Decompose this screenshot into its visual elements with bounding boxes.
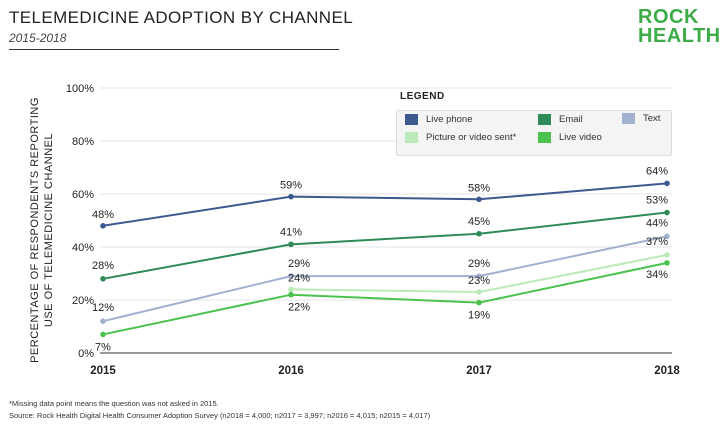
point-live-video-2018 bbox=[664, 260, 670, 266]
legend-label-picture-or-video-sent: Picture or video sent* bbox=[426, 132, 517, 143]
y-tick-label-20: 20% bbox=[72, 295, 94, 307]
point-email-2015 bbox=[100, 276, 106, 282]
logo-line-1: ROCK bbox=[638, 6, 699, 28]
data-label-live-video-2018: 34% bbox=[646, 269, 668, 281]
chart-title: TELEMEDICINE ADOPTION BY CHANNEL bbox=[9, 8, 354, 27]
x-tick-label-2015: 2015 bbox=[90, 365, 116, 377]
x-tick-label-2016: 2016 bbox=[278, 365, 304, 377]
y-tick-label-100: 100% bbox=[66, 83, 94, 95]
series-line-live-phone bbox=[102, 182, 668, 227]
point-live-video-2015 bbox=[100, 331, 106, 338]
logo-line-2: HEALTH bbox=[638, 25, 720, 47]
data-label-email-2017: 45% bbox=[468, 216, 490, 228]
y-tick-label-40: 40% bbox=[72, 242, 94, 254]
series-line-email bbox=[102, 211, 668, 280]
data-label-live-phone-2016: 59% bbox=[280, 180, 302, 192]
legend-label-email: Email bbox=[559, 114, 583, 125]
data-labels: 48% 59% 58% 64% 28% 41% 45% 53% 12% 29% 29% 44% 24% 2… bbox=[92, 165, 668, 353]
legend-swatch-picture-or-video-sent bbox=[405, 132, 418, 143]
footnote: *Missing data point means the question w… bbox=[9, 399, 219, 408]
y-axis-label-line-2: USE OF TELEMEDICINE CHANNEL bbox=[43, 133, 55, 327]
legend-item-live-video: Live video bbox=[538, 132, 602, 143]
data-label-picture-or-video-sent-2018: 37% bbox=[646, 236, 668, 248]
data-label-text-2018: 44% bbox=[646, 217, 668, 229]
chart-subtitle: 2015-2018 bbox=[9, 31, 67, 45]
x-tick-label-2018: 2018 bbox=[654, 365, 680, 377]
data-label-text-2016: 29% bbox=[288, 258, 310, 270]
data-label-live-video-2015: 7% bbox=[95, 341, 111, 353]
legend-swatch-text bbox=[622, 113, 635, 124]
legend-label-text: Text bbox=[643, 113, 661, 124]
series-line-text bbox=[102, 235, 668, 323]
point-picture-or-video-sent-2017 bbox=[476, 289, 482, 295]
rock-health-logo: ROCK HEALTH bbox=[638, 6, 720, 47]
y-tick-label-0: 0% bbox=[78, 348, 94, 360]
point-live-phone-2018 bbox=[664, 180, 670, 187]
point-picture-or-video-sent-2016 bbox=[288, 286, 294, 293]
source-note: Source: Rock Health Digital Health Consu… bbox=[9, 411, 431, 420]
legend-label-live-video: Live video bbox=[559, 132, 602, 143]
x-axis: 2015 2016 2017 2018 bbox=[90, 352, 680, 377]
data-label-picture-or-video-sent-2016: 24% bbox=[288, 272, 310, 284]
point-live-phone-2017 bbox=[476, 196, 482, 203]
legend-swatch-live-video bbox=[538, 132, 551, 143]
legend-item-text: Text bbox=[622, 113, 660, 124]
data-label-live-phone-2017: 58% bbox=[468, 182, 490, 194]
point-email-2018 bbox=[664, 209, 670, 216]
legend-swatch-live-phone bbox=[405, 114, 418, 125]
title-divider bbox=[9, 49, 339, 50]
data-label-live-video-2016: 22% bbox=[288, 302, 310, 314]
legend-item-email: Email bbox=[538, 114, 583, 125]
data-label-email-2015: 28% bbox=[92, 260, 114, 272]
data-label-text-2015: 12% bbox=[92, 302, 114, 314]
point-picture-or-video-sent-2018 bbox=[664, 252, 670, 258]
data-label-live-phone-2015: 48% bbox=[92, 209, 114, 221]
point-text-2017 bbox=[476, 273, 482, 279]
series-line-live-video bbox=[102, 261, 668, 336]
y-tick-label-80: 80% bbox=[72, 136, 94, 148]
point-text-2015 bbox=[100, 318, 106, 325]
point-text-2018 bbox=[664, 233, 670, 240]
x-tick-label-2017: 2017 bbox=[466, 365, 492, 377]
y-axis-label-line-1: PERCENTAGE OF RESPONDENTS REPORTING bbox=[29, 97, 41, 363]
legend-title: LEGEND bbox=[400, 91, 445, 102]
point-email-2016 bbox=[288, 241, 294, 248]
legend-item-live-phone: Live phone bbox=[405, 114, 472, 125]
point-live-video-2017 bbox=[476, 299, 482, 306]
legend-item-picture-or-video-sent: Picture or video sent* bbox=[405, 132, 516, 143]
data-label-live-phone-2018: 64% bbox=[646, 165, 668, 177]
point-text-2016 bbox=[288, 273, 294, 279]
point-live-phone-2015 bbox=[100, 223, 106, 229]
legend-swatch-email bbox=[538, 114, 551, 125]
point-live-video-2016 bbox=[288, 291, 294, 298]
data-label-email-2016: 41% bbox=[280, 226, 302, 238]
data-label-live-video-2017: 19% bbox=[468, 310, 490, 322]
data-label-email-2018: 53% bbox=[646, 195, 668, 207]
y-axis: 0% 20% 40% 60% 80% 100% bbox=[66, 83, 94, 360]
y-tick-label-60: 60% bbox=[72, 189, 94, 201]
series-group bbox=[100, 180, 670, 338]
point-live-phone-2016 bbox=[288, 193, 294, 200]
data-label-picture-or-video-sent-2017: 23% bbox=[468, 275, 490, 287]
data-label-text-2017: 29% bbox=[468, 258, 490, 270]
point-email-2017 bbox=[476, 230, 482, 237]
legend-label-live-phone: Live phone bbox=[426, 114, 473, 125]
